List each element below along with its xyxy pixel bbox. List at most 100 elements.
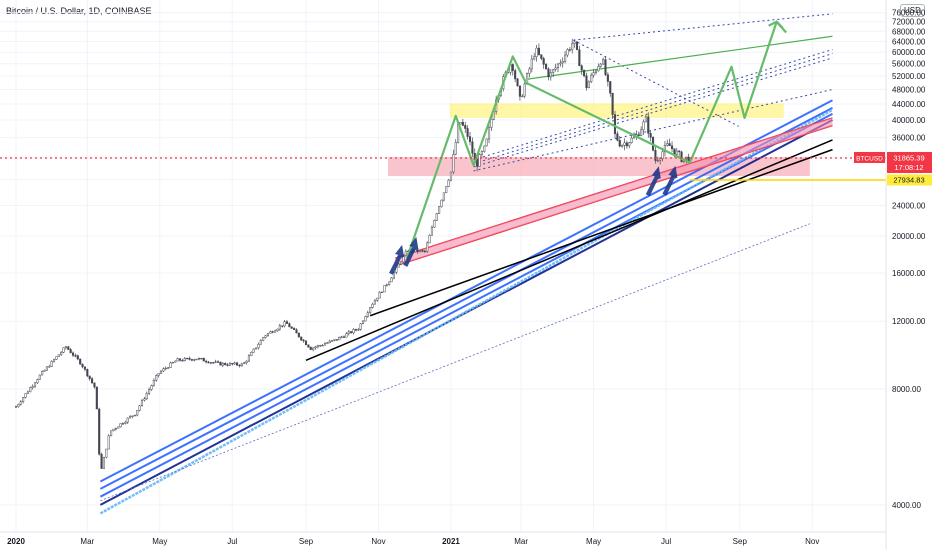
candle-body [604,59,607,75]
zone-0 [449,103,784,118]
candle-body [252,348,255,353]
candle-body [269,331,272,334]
candle-body [140,399,144,407]
candle-body [124,421,127,424]
candle-body [361,320,365,324]
candle-body [490,119,493,128]
candle-body [378,292,381,299]
candle-body [293,328,296,330]
candle-body [188,357,191,360]
candle-body [621,145,624,147]
candle-body [74,355,77,357]
candle-body [585,75,588,89]
candle-body [640,129,643,136]
candle-body [383,285,386,293]
candle-body [259,339,262,345]
blue-arrow [662,165,678,196]
candle-body [285,321,289,324]
candle-body [326,342,329,344]
candle-body [678,150,681,153]
candle-body [338,336,341,341]
candle-body [423,250,426,252]
candle-body [31,385,34,388]
candle-body [528,68,531,74]
candle-body [385,284,388,286]
candle-body [250,351,253,357]
candle-body [675,150,678,155]
candle-body [476,159,479,167]
candle-body [404,250,407,257]
y-tick-label: 64000.00 [892,37,926,46]
candle-body [95,386,98,410]
candle-body [649,133,652,138]
candle-body [262,337,265,341]
x-tick-label: 2020 [7,537,25,546]
candle-body [438,206,441,214]
candle-body [609,81,612,94]
candle-body [447,179,450,187]
candle-body [575,41,579,50]
candle-body [22,397,25,403]
x-tick-label: Sep [299,537,314,546]
candle-body [342,336,346,338]
candle-body [41,371,44,376]
candle-body [542,58,545,65]
candle-body [62,347,65,353]
y-tick-label: 16000.00 [892,269,926,278]
candle-body [245,360,248,363]
candle-body [530,58,533,70]
candle-body [352,329,355,334]
candle-body [138,405,141,411]
candle-body [145,393,148,399]
candle-body [102,456,105,469]
candle-body [625,142,628,147]
candle-body [637,134,640,136]
candle-body [93,382,96,388]
candle-body [666,143,669,146]
candle-body [661,151,664,159]
candle-body [359,323,362,330]
candle-body [430,226,434,236]
candle-body [193,359,196,361]
candle-body [571,43,574,50]
candle-body [480,151,483,155]
projection-path [405,20,787,259]
candle-body [64,346,67,349]
candle-body [281,325,284,327]
candle-body [50,360,53,367]
candle-body [583,69,586,77]
candle-body [48,366,51,368]
currency-badge[interactable]: USD [900,4,925,17]
candle-body [566,49,569,56]
candle-body [549,72,552,78]
candle-body [14,406,18,408]
candle-body [228,363,231,366]
candle-body [207,361,210,364]
candle-body [514,70,517,80]
candle-body [212,362,215,364]
candle-body [238,364,241,367]
candle-body [511,64,514,71]
candle-body [26,391,29,394]
candle-body [136,410,139,416]
candle-body [167,367,170,369]
candle-body [231,363,234,365]
candle-body [181,360,184,362]
candle-body [331,340,334,342]
candle-body [471,141,474,154]
candle-body [17,404,20,407]
candle-body [143,398,146,401]
candle-body [88,375,91,379]
candle-body [333,339,336,341]
candle-body [340,336,343,338]
projection-arrowhead [768,20,784,29]
candle-body [587,81,590,89]
candle-body [219,361,222,366]
candle-body [668,143,671,147]
candle-body [606,74,609,82]
candle-body [314,346,317,349]
candle-body [592,72,595,76]
candle-body [69,349,72,354]
